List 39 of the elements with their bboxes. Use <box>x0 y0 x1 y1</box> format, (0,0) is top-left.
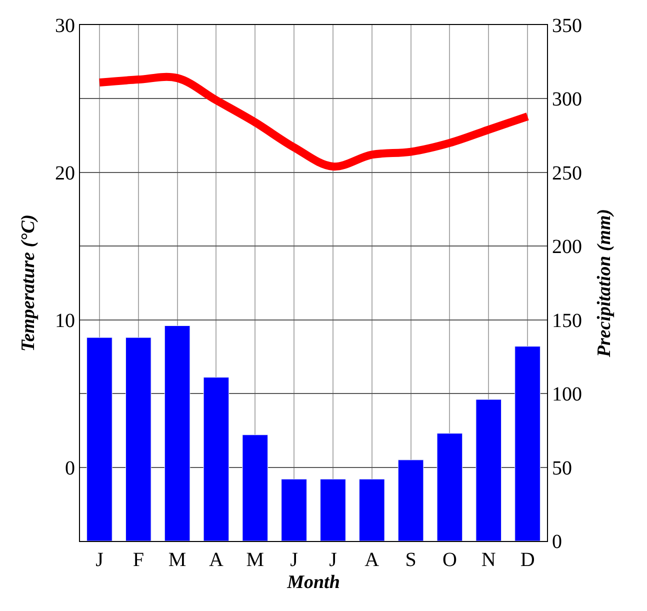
bar <box>281 478 307 541</box>
x-tick-label: J <box>96 549 104 571</box>
bar <box>358 478 385 541</box>
bar <box>476 399 502 541</box>
x-tick-label: F <box>132 549 144 571</box>
x-tick-label: A <box>208 549 224 571</box>
y-tick-label: 0 <box>65 457 75 480</box>
x-tick-label: D <box>520 549 535 571</box>
x-tick-label: M <box>168 549 186 571</box>
bar <box>320 478 346 541</box>
bar <box>242 434 268 541</box>
x-tick-label: O <box>442 549 457 571</box>
bar <box>514 346 540 541</box>
x-tick-label: N <box>481 549 496 571</box>
y-tick-label: 30 <box>55 15 75 37</box>
x-tick-label: S <box>405 549 416 571</box>
bar <box>86 337 112 541</box>
bar <box>125 337 152 541</box>
x-tick-label: M <box>246 549 264 571</box>
x-tick-label: A <box>364 549 380 571</box>
y2-tick-label: 300 <box>552 88 582 111</box>
y2-tick-label: 350 <box>552 15 582 37</box>
bar <box>398 460 424 541</box>
bar <box>203 377 230 541</box>
y2-axis-title: Precipitation (mm) <box>594 208 615 358</box>
y2-tick-label: 250 <box>552 162 582 184</box>
x-axis-title: Month <box>286 572 340 593</box>
y-tick-label: 10 <box>55 310 75 332</box>
x-tick-label: J <box>329 549 338 571</box>
bar <box>164 326 190 541</box>
y2-tick-label: 200 <box>552 236 582 258</box>
y-tick-label: 20 <box>55 162 75 184</box>
y2-tick-label: 50 <box>552 457 572 480</box>
y2-tick-label: 0 <box>552 531 562 553</box>
bar <box>436 433 463 541</box>
y2-tick-label: 150 <box>552 310 582 332</box>
x-tick-label: J <box>290 549 298 571</box>
y2-tick-label: 100 <box>552 384 582 406</box>
y-axis-title: Temperature (°C) <box>18 214 39 352</box>
